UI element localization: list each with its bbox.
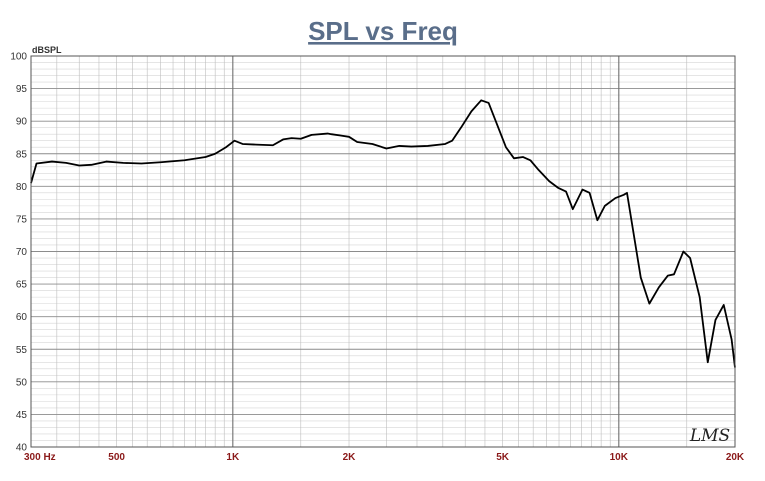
y-tick-label: 55 [16, 345, 28, 356]
y-tick-label: 50 [16, 377, 28, 388]
x-tick-labels: 300 Hz 500 1K 2K 5K 10K 20K [24, 452, 745, 463]
x-tick-label: 5K [496, 452, 510, 463]
x-tick-label: 300 Hz [24, 452, 56, 463]
lms-logo: LMS [689, 426, 730, 446]
y-tick-label: 85 [16, 149, 28, 160]
series-group [30, 99, 736, 368]
y-axis-label: dBSPL [32, 45, 62, 55]
y-tick-labels: 40 45 50 55 60 65 70 75 80 85 90 95 100 [10, 52, 27, 454]
y-tick-label: 100 [10, 52, 27, 63]
x-tick-label: 10K [610, 452, 629, 463]
x-tick-label: 20K [726, 452, 745, 463]
y-tick-label: 45 [16, 410, 28, 421]
y-tick-label: 90 [16, 117, 28, 128]
y-tick-label: 70 [16, 247, 28, 258]
plot-frame [30, 55, 736, 448]
series-line [30, 99, 736, 368]
x-tick-label: 1K [226, 452, 240, 463]
y-tick-label: 75 [16, 214, 28, 225]
y-tick-label: 95 [16, 84, 28, 95]
chart-title: SPL vs Freq [308, 16, 458, 46]
y-tick-label: 40 [16, 443, 28, 454]
x-tick-label: 500 [108, 452, 125, 463]
x-tick-label: 2K [343, 452, 357, 463]
y-tick-label: 60 [16, 312, 28, 323]
y-tick-label: 65 [16, 280, 28, 291]
y-tick-label: 80 [16, 182, 28, 193]
